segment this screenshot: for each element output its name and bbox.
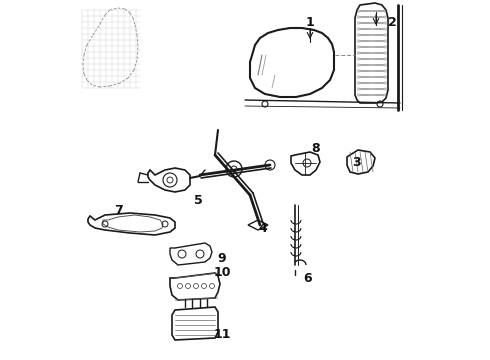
Text: 2: 2 — [388, 15, 396, 28]
Text: 8: 8 — [312, 141, 320, 154]
Text: 6: 6 — [304, 271, 312, 284]
Text: 5: 5 — [194, 194, 202, 207]
Text: 3: 3 — [352, 156, 360, 168]
Text: 9: 9 — [218, 252, 226, 265]
Text: 4: 4 — [259, 221, 268, 234]
Text: 10: 10 — [213, 266, 231, 279]
Text: 11: 11 — [213, 328, 231, 342]
Text: 7: 7 — [114, 203, 122, 216]
Text: 1: 1 — [306, 15, 315, 28]
